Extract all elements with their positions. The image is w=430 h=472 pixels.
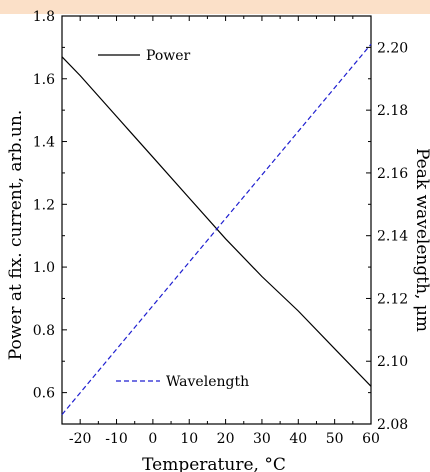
x-tick-label: 50 [326,431,344,447]
series-line-power [62,57,371,387]
series-line-wavelength [62,44,371,414]
y-right-tick-label: 2.10 [377,354,408,370]
y-right-tick-label: 2.20 [377,40,408,56]
x-tick-label: 30 [253,431,271,447]
x-axis-label: Temperature, °C [142,455,286,472]
y-left-tick-label: 1.6 [33,72,55,88]
y-left-tick-label: 1.8 [33,9,55,25]
y-left-tick-label: 1.4 [33,135,55,151]
y-left-tick-label: 1.0 [33,260,55,276]
plot-frame [62,16,371,424]
y-right-tick-label: 2.16 [377,166,408,182]
y-left-tick-label: 0.8 [33,323,55,339]
y-left-tick-label: 0.6 [33,386,55,402]
x-tick-label: 60 [362,431,380,447]
y-right-tick-label: 2.18 [377,103,408,119]
y-right-tick-label: 2.08 [377,417,408,433]
y-left-tick-label: 1.2 [33,197,55,213]
y-axis-label-right: Peak wavelength, μm [412,148,430,332]
x-tick-label: -10 [105,431,128,447]
legend-label-power: Power [146,48,191,64]
x-tick-label: 40 [289,431,307,447]
x-tick-label: 0 [148,431,157,447]
x-tick-label: -20 [69,431,92,447]
y-right-tick-label: 2.14 [377,229,408,245]
y-right-tick-label: 2.12 [377,291,408,307]
y-axis-label-left: Power at fix. current, arb.un. [6,110,26,360]
legend-label-wavelength: Wavelength [166,374,249,390]
x-tick-label: 10 [180,431,198,447]
x-tick-label: 20 [217,431,235,447]
